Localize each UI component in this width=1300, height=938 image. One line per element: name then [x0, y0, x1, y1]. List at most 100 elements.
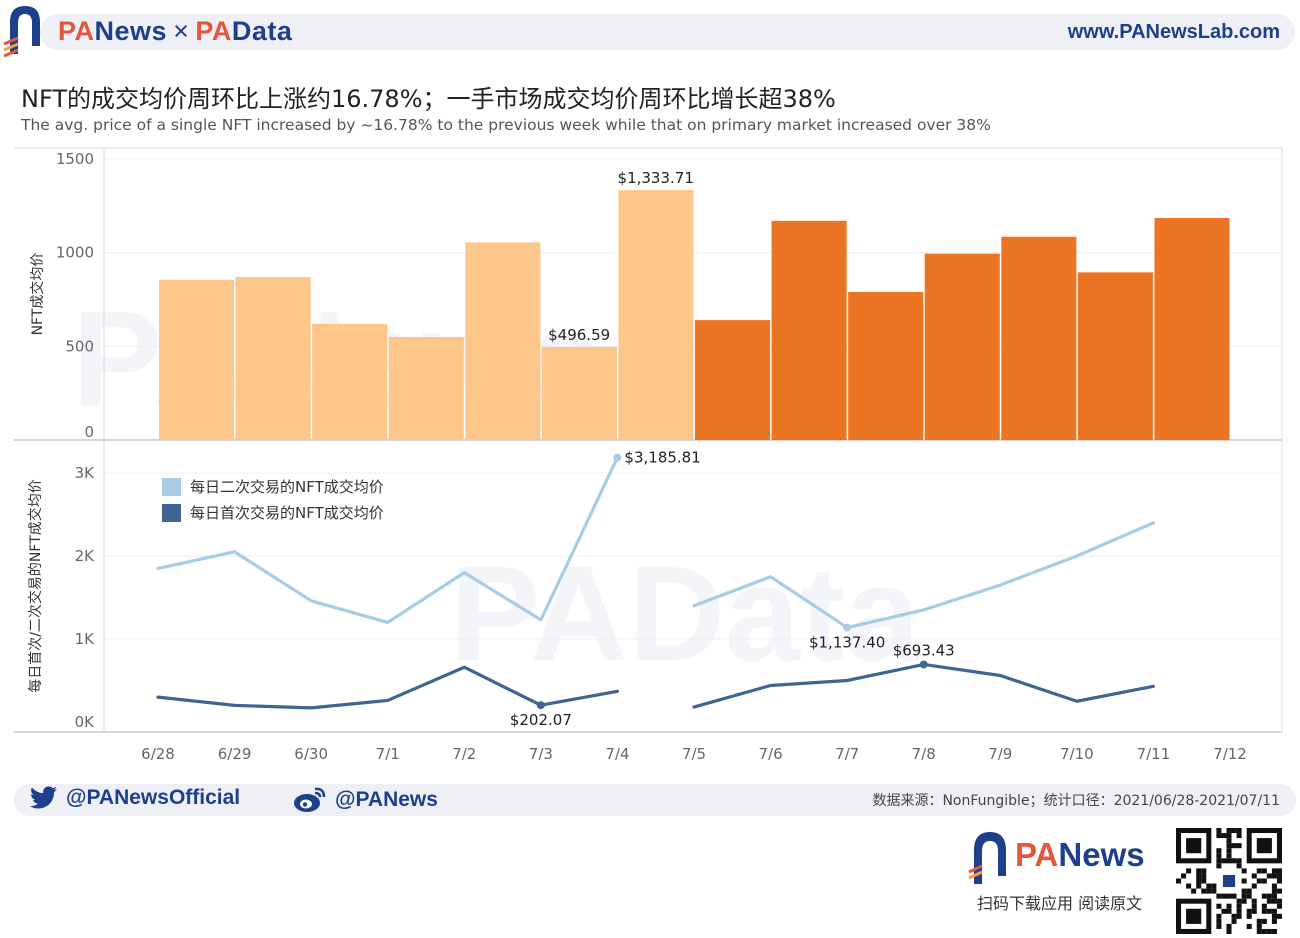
qr-module	[1256, 868, 1262, 874]
bar-7-8	[924, 253, 1000, 440]
qr-module	[1216, 858, 1222, 864]
qr-module	[1271, 908, 1277, 914]
x-tick-label: 7/2	[452, 745, 476, 760]
qr-module	[1271, 898, 1277, 904]
bar-7-6	[771, 220, 847, 440]
bar-7-7	[848, 292, 924, 440]
chart-title: NFT的成交均价周环比上涨约16.78%；一手市场成交均价周环比增长超38%	[21, 85, 836, 113]
qr-code-icon[interactable]	[1176, 828, 1282, 934]
x-tick-label: 6/30	[294, 745, 328, 760]
weibo-link[interactable]: @PANews	[293, 786, 438, 814]
legend-label-0: 每日二次交易的NFT成交均价	[190, 478, 384, 496]
qr-module	[1271, 928, 1277, 934]
qr-module	[1266, 908, 1272, 914]
header-bar: PANews × PAData www.PANewsLab.com	[0, 0, 1300, 62]
qr-module	[1256, 928, 1262, 934]
bar-ytick-label: 500	[65, 337, 94, 355]
qr-module	[1261, 868, 1267, 874]
qr-module	[1226, 903, 1232, 909]
brand-name: PANews × PAData	[58, 16, 292, 47]
download-caption: 扫码下载应用 阅读原文	[977, 894, 1143, 913]
legend-swatch-0	[162, 478, 181, 496]
weibo-icon	[294, 787, 326, 812]
x-tick-label: 7/3	[529, 745, 553, 760]
series-0-segment-0	[156, 455, 620, 624]
twitter-link[interactable]: @PANewsOfficial	[30, 786, 240, 810]
line-data-label: $202.07	[510, 711, 572, 729]
qr-module	[1261, 908, 1267, 914]
x-tick-label: 7/10	[1060, 745, 1094, 760]
qr-module	[1196, 878, 1202, 884]
qr-module	[1226, 853, 1232, 859]
qr-module	[1216, 848, 1222, 854]
qr-module	[1206, 888, 1212, 894]
qr-module	[1246, 913, 1252, 919]
qr-module	[1231, 893, 1237, 899]
bar-7-3	[541, 346, 617, 440]
qr-module	[1221, 833, 1227, 839]
qr-module	[1216, 918, 1222, 924]
qr-module	[1276, 873, 1282, 879]
brand-right-accent: PA	[195, 16, 232, 46]
bar-y-axis-label: NFT成交均价	[29, 253, 46, 336]
footer-band	[14, 784, 1296, 816]
x-tick-label: 7/8	[912, 745, 936, 760]
qr-module	[1276, 888, 1282, 894]
data-point-marker	[613, 453, 622, 462]
bar-ytick-label: 1500	[56, 150, 94, 168]
qr-module	[1216, 828, 1222, 834]
qr-module	[1196, 873, 1202, 879]
qr-module	[1256, 918, 1262, 924]
qr-module	[1221, 908, 1227, 914]
qr-module	[1266, 873, 1272, 879]
footer-brand-accent: PA	[1015, 836, 1059, 873]
qr-module	[1176, 878, 1182, 884]
panews-logo-icon	[3, 6, 40, 58]
qr-module	[1181, 873, 1187, 879]
qr-module	[1196, 883, 1202, 889]
qr-module	[1226, 838, 1232, 844]
qr-module	[1216, 903, 1222, 909]
footer-brand-rest: News	[1058, 836, 1145, 873]
qr-module	[1261, 918, 1267, 924]
line-ytick-label: 2K	[75, 547, 96, 565]
qr-module	[1246, 888, 1252, 894]
line-ytick-label: 3K	[75, 464, 96, 482]
brand-left-rest: News	[94, 16, 168, 46]
line-ytick-label: 1K	[75, 630, 96, 648]
qr-module	[1226, 893, 1232, 899]
data-point-marker	[919, 660, 928, 669]
brand-right-rest: Data	[231, 16, 293, 46]
website-link[interactable]: www.PANewsLab.com	[1067, 21, 1280, 43]
bar-data-label: $496.59	[548, 326, 610, 344]
chart-canvas: PANewsPAData050010001500NFT成交均价$496.59$1…	[14, 147, 1283, 760]
qr-module	[1236, 903, 1242, 909]
x-tick-label: 6/29	[218, 745, 252, 760]
qr-module	[1266, 928, 1272, 934]
qr-module	[1261, 903, 1267, 909]
qr-module	[1271, 913, 1277, 919]
bar-7-11	[1154, 218, 1230, 440]
qr-module	[1236, 833, 1242, 839]
watermark-padata: PAData	[450, 538, 921, 689]
qr-module	[1226, 923, 1232, 929]
qr-module	[1236, 863, 1242, 869]
bar-7-2	[465, 242, 541, 440]
qr-module	[1256, 838, 1272, 854]
qr-module	[1186, 908, 1202, 924]
bar-ytick-label: 1000	[56, 244, 94, 262]
qr-module	[1216, 853, 1222, 859]
line-ytick-label: 0K	[75, 713, 96, 731]
qr-module	[1226, 843, 1232, 849]
qr-module	[1186, 838, 1202, 854]
x-tick-label: 7/1	[376, 745, 400, 760]
qr-module	[1241, 868, 1247, 874]
qr-module	[1201, 878, 1207, 884]
brand-left-accent: PA	[58, 16, 95, 46]
qr-module	[1271, 868, 1277, 874]
line-data-label: $693.43	[893, 641, 955, 659]
qr-module	[1186, 868, 1192, 874]
brand-separator: ×	[173, 16, 190, 46]
qr-module	[1201, 888, 1207, 894]
bar-7-1	[388, 336, 464, 440]
